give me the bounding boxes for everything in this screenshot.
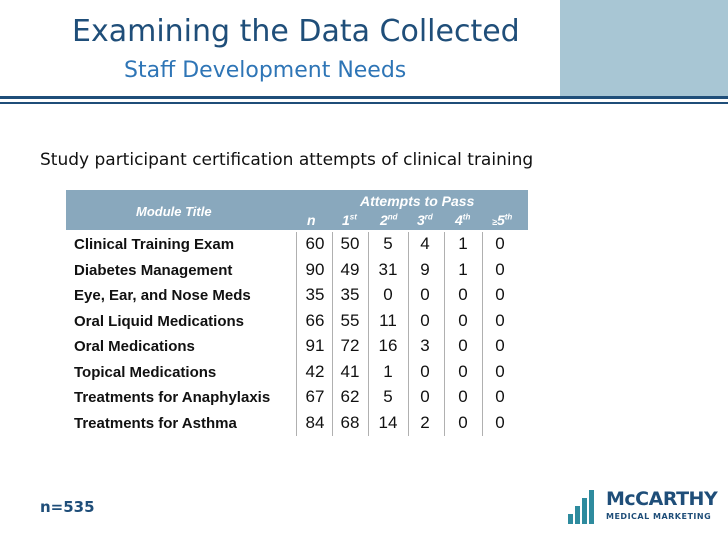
value-cell: 0: [458, 285, 468, 304]
title-accent-panel: [560, 0, 728, 96]
module-name: Clinical Training Exam: [74, 236, 235, 253]
sample-size-note: n=535: [40, 498, 95, 516]
column-header-3: 3rd: [417, 212, 433, 228]
intro-text: Study participant certification attempts…: [40, 150, 534, 170]
module-name: Treatments for Asthma: [74, 414, 237, 432]
value-cell: 90: [305, 259, 325, 279]
column-header-4: 4th: [455, 212, 471, 228]
bar-chart-icon: [568, 490, 600, 524]
module-name: Topical Medications: [74, 363, 217, 381]
module-name: Oral Medications: [74, 338, 195, 355]
certification-table: Clinical Training Exam 60 50 5 4 1 0 Diabetes M…: [66, 232, 528, 436]
value-cell: 11: [379, 310, 397, 330]
column-divider: [408, 232, 409, 436]
value-cell: 3: [420, 336, 430, 355]
slide-subtitle: Staff Development Needs: [124, 58, 407, 83]
value-cell: 68: [340, 412, 360, 432]
column-divider: [296, 232, 297, 436]
table-row: Oral Medications 91 72 16 3 0 0: [66, 334, 528, 359]
value-cell: 60: [305, 234, 325, 253]
value-cell: 0: [458, 412, 468, 432]
table-row: Eye, Ear, and Nose Meds 35 35 0 0 0 0: [66, 283, 528, 308]
module-title-header: Module Title: [136, 204, 212, 219]
table-row: Treatments for Asthma 84 68 14 2 0 0: [66, 411, 528, 436]
title-divider-bottom: [0, 102, 728, 104]
company-logo: McCARTHY MEDICAL MARKETING: [568, 488, 718, 528]
value-cell: 41: [340, 361, 360, 381]
value-cell: 35: [340, 285, 360, 304]
value-cell: 14: [378, 412, 398, 432]
value-cell: 0: [495, 361, 505, 381]
value-cell: 35: [305, 285, 325, 304]
value-cell: 1: [383, 361, 393, 381]
value-cell: 2: [420, 412, 430, 432]
module-name: Eye, Ear, and Nose Meds: [74, 287, 251, 304]
value-cell: 0: [495, 234, 505, 253]
value-cell: 31: [378, 259, 398, 279]
column-divider: [332, 232, 333, 436]
value-cell: 5: [383, 387, 393, 406]
table-row: Clinical Training Exam 60 50 5 4 1 0: [66, 232, 528, 257]
value-cell: 0: [458, 361, 468, 381]
value-cell: 0: [495, 412, 505, 432]
value-cell: 0: [495, 310, 505, 330]
value-cell: 49: [340, 259, 360, 279]
table-row: Topical Medications 42 41 1 0 0 0: [66, 360, 528, 385]
value-cell: 50: [340, 234, 360, 253]
column-header-5: ≥5th: [492, 212, 513, 228]
column-header-2: 2nd: [380, 212, 398, 228]
value-cell: 55: [340, 310, 360, 330]
value-cell: 0: [420, 285, 430, 304]
value-cell: 0: [383, 285, 393, 304]
value-cell: 84: [305, 412, 325, 432]
module-name: Oral Liquid Medications: [74, 312, 245, 330]
value-cell: 72: [340, 336, 360, 355]
value-cell: 67: [305, 387, 325, 406]
value-cell: 4: [420, 234, 430, 253]
module-name: Diabetes Management: [74, 261, 233, 279]
value-cell: 42: [305, 361, 325, 381]
value-cell: 91: [305, 336, 325, 355]
value-cell: 1: [458, 259, 468, 279]
column-divider: [368, 232, 369, 436]
value-cell: 0: [420, 387, 430, 406]
column-divider: [482, 232, 483, 436]
value-cell: 0: [495, 259, 505, 279]
column-header-0: n: [307, 212, 316, 228]
value-cell: 0: [458, 310, 468, 330]
logo-name: McCARTHY: [606, 488, 718, 510]
module-name: Treatments for Anaphylaxis: [74, 389, 271, 406]
value-cell: 0: [495, 387, 505, 406]
value-cell: 66: [305, 310, 325, 330]
value-cell: 5: [383, 234, 393, 253]
value-cell: 0: [420, 310, 430, 330]
value-cell: 1: [458, 234, 468, 253]
title-panel: Examining the Data Collected Staff Devel…: [0, 0, 560, 96]
logo-tagline: MEDICAL MARKETING: [606, 512, 712, 521]
table-row: Diabetes Management 90 49 31 9 1 0: [66, 258, 528, 283]
table-row: Treatments for Anaphylaxis 67 62 5 0 0 0: [66, 385, 528, 410]
value-cell: 0: [420, 361, 430, 381]
value-cell: 16: [378, 336, 398, 355]
value-cell: 0: [458, 336, 468, 355]
value-cell: 0: [495, 285, 505, 304]
attempts-header: Attempts to Pass: [360, 193, 475, 209]
value-cell: 0: [495, 336, 505, 355]
column-divider: [444, 232, 445, 436]
value-cell: 0: [458, 387, 468, 406]
title-divider-top: [0, 96, 728, 99]
column-header-1: 1st: [342, 212, 357, 228]
table-header: Module Title Attempts to Pass n 1st 2nd 3rd…: [66, 190, 528, 230]
table-row: Oral Liquid Medications 66 55 11 0 0 0: [66, 309, 528, 334]
slide-title: Examining the Data Collected: [72, 14, 520, 49]
value-cell: 62: [340, 387, 360, 406]
value-cell: 9: [420, 259, 430, 279]
